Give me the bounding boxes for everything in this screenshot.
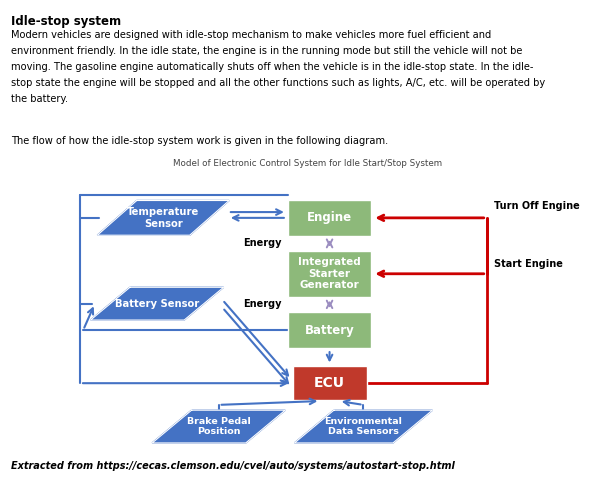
Text: ECU: ECU [314,376,345,390]
Polygon shape [97,201,229,235]
Text: Extracted from https://cecas.clemson.edu/cvel/auto/systems/autostart-stop.html: Extracted from https://cecas.clemson.edu… [11,461,455,471]
Text: the battery.: the battery. [11,94,68,104]
Text: Engine: Engine [307,212,352,224]
Text: Temperature
Sensor: Temperature Sensor [127,207,200,228]
Text: stop state the engine will be stopped and all the other functions such as lights: stop state the engine will be stopped an… [11,78,545,88]
Text: environment friendly. In the idle state, the engine is in the running mode but s: environment friendly. In the idle state,… [11,46,522,56]
Text: Brake Pedal
Position: Brake Pedal Position [187,417,251,436]
Bar [288,200,371,236]
Text: Environmental
Data Sensors: Environmental Data Sensors [325,417,402,436]
Text: Energy: Energy [243,299,282,309]
Polygon shape [91,287,224,320]
Bar [288,251,371,296]
Text: Turn Off Engine: Turn Off Engine [494,201,580,211]
Text: Modern vehicles are designed with idle-stop mechanism to make vehicles more fuel: Modern vehicles are designed with idle-s… [11,30,492,40]
Text: Model of Electronic Control System for Idle Start/Stop System: Model of Electronic Control System for I… [174,159,442,168]
Text: Energy: Energy [243,239,282,248]
Text: Integrated
Starter
Generator: Integrated Starter Generator [298,257,361,290]
Text: Battery: Battery [305,324,354,336]
Text: Battery Sensor: Battery Sensor [115,299,199,308]
Text: moving. The gasoline engine automatically shuts off when the vehicle is in the i: moving. The gasoline engine automaticall… [11,62,533,72]
Text: Idle-stop system: Idle-stop system [11,15,121,28]
Bar [288,312,371,348]
Bar [293,366,367,400]
Polygon shape [294,410,432,443]
Text: Start Engine: Start Engine [494,259,563,269]
Text: The flow of how the idle-stop system work is given in the following diagram.: The flow of how the idle-stop system wor… [11,136,388,146]
Polygon shape [152,410,285,443]
